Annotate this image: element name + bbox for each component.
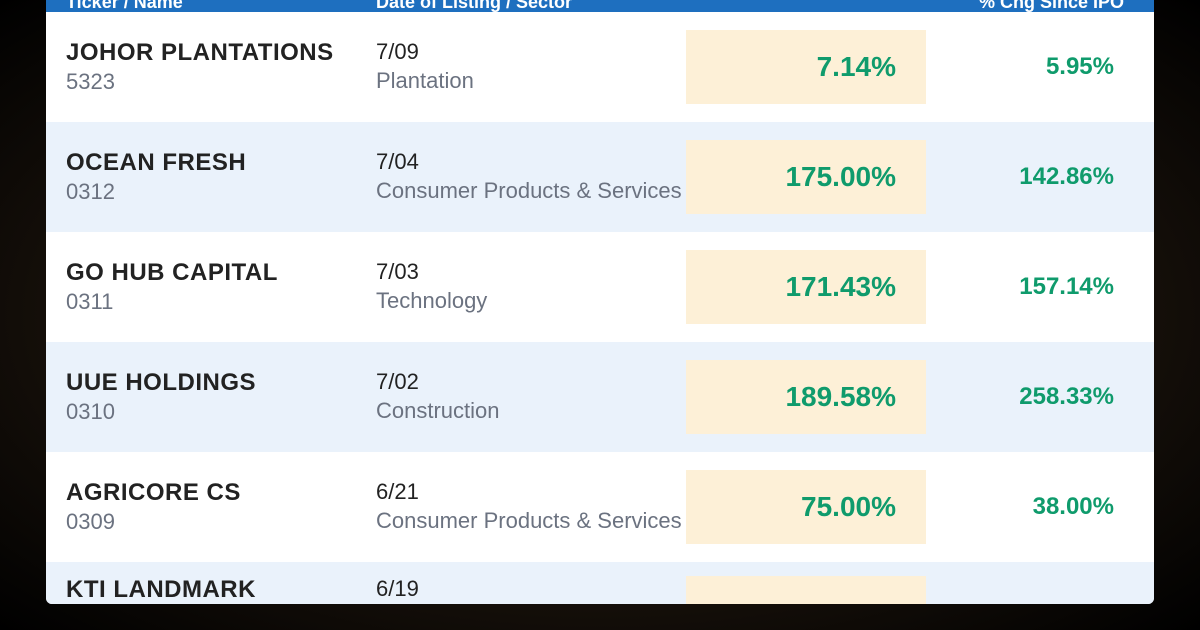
company-name: UUE HOLDINGS xyxy=(66,369,376,397)
cell-pct2: 258.33% xyxy=(926,383,1134,411)
table-header: Ticker / Name Date of Listing / Sector %… xyxy=(46,0,1154,12)
listing-date: 7/09 xyxy=(376,39,686,65)
col-header-pct2: % Chg Since IPO xyxy=(926,0,1134,13)
cell-pct1: 175.00% xyxy=(686,140,926,214)
company-name: AGRICORE CS xyxy=(66,479,376,507)
listing-date: 6/19 xyxy=(376,576,686,602)
ticker-code: 0309 xyxy=(66,509,376,535)
cell-date-sector: 7/03 Technology xyxy=(376,259,686,315)
cell-date-sector: 7/02 Construction xyxy=(376,369,686,425)
cell-date-sector: 6/21 Consumer Products & Services xyxy=(376,479,686,535)
ticker-code: 0310 xyxy=(66,399,376,425)
ticker-code: 0311 xyxy=(66,289,376,315)
cell-ticker-name: AGRICORE CS 0309 xyxy=(66,479,376,535)
cell-pct1: 75.00% xyxy=(686,470,926,544)
cell-pct2: 5.95% xyxy=(926,53,1134,81)
sector-label: Technology xyxy=(376,287,686,315)
col-header-date-sector: Date of Listing / Sector xyxy=(376,0,686,13)
cell-ticker-name: JOHOR PLANTATIONS 5323 xyxy=(66,39,376,95)
cell-date-sector: 7/04 Consumer Products & Services xyxy=(376,149,686,205)
ipo-table: Ticker / Name Date of Listing / Sector %… xyxy=(46,0,1154,604)
listing-date: 7/02 xyxy=(376,369,686,395)
cell-ticker-name: UUE HOLDINGS 0310 xyxy=(66,369,376,425)
company-name: JOHOR PLANTATIONS xyxy=(66,39,376,67)
listing-date: 6/21 xyxy=(376,479,686,505)
table-row[interactable]: UUE HOLDINGS 0310 7/02 Construction 189.… xyxy=(46,342,1154,452)
table-row[interactable]: GO HUB CAPITAL 0311 7/03 Technology 171.… xyxy=(46,232,1154,342)
col-header-ticker-name: Ticker / Name xyxy=(66,0,376,13)
cell-ticker-name: OCEAN FRESH 0312 xyxy=(66,149,376,205)
sector-label: Construction xyxy=(376,397,686,425)
sector-label: Plantation xyxy=(376,67,686,95)
sector-label: Consumer Products & Services xyxy=(376,177,686,205)
cell-date-sector: 7/09 Plantation xyxy=(376,39,686,95)
table-row[interactable]: AGRICORE CS 0309 6/21 Consumer Products … xyxy=(46,452,1154,562)
table-row[interactable]: KTI LANDMARK 6/19 xyxy=(46,562,1154,604)
cell-pct1: 189.58% xyxy=(686,360,926,434)
ticker-code: 5323 xyxy=(66,69,376,95)
sector-label: Consumer Products & Services xyxy=(376,507,686,535)
table-row[interactable]: OCEAN FRESH 0312 7/04 Consumer Products … xyxy=(46,122,1154,232)
cell-ticker-name: KTI LANDMARK xyxy=(66,576,376,604)
table-row[interactable]: JOHOR PLANTATIONS 5323 7/09 Plantation 7… xyxy=(46,12,1154,122)
company-name: GO HUB CAPITAL xyxy=(66,259,376,287)
cell-pct2: 157.14% xyxy=(926,273,1134,301)
cell-pct1 xyxy=(686,576,926,604)
listing-date: 7/04 xyxy=(376,149,686,175)
company-name: KTI LANDMARK xyxy=(66,576,376,604)
cell-pct2: 142.86% xyxy=(926,163,1134,191)
ticker-code: 0312 xyxy=(66,179,376,205)
cell-pct1: 7.14% xyxy=(686,30,926,104)
cell-date-sector: 6/19 xyxy=(376,576,686,602)
cell-pct2: 38.00% xyxy=(926,493,1134,521)
listing-date: 7/03 xyxy=(376,259,686,285)
cell-pct1: 171.43% xyxy=(686,250,926,324)
company-name: OCEAN FRESH xyxy=(66,149,376,177)
cell-ticker-name: GO HUB CAPITAL 0311 xyxy=(66,259,376,315)
